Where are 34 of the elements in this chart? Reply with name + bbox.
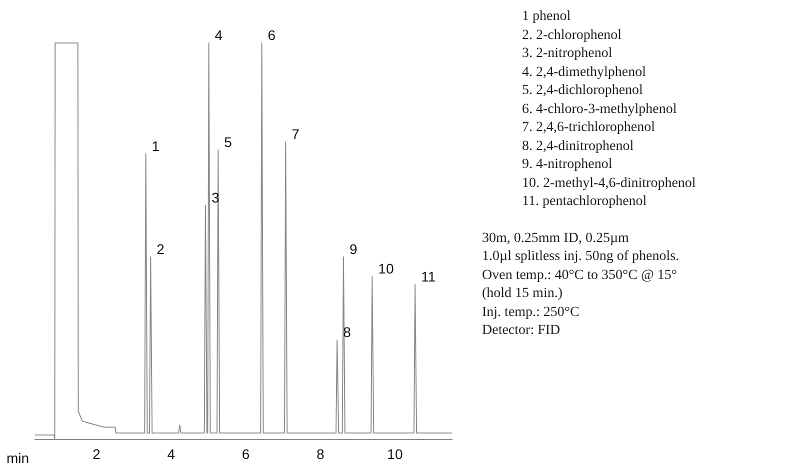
text: 8. 2,4-dinitrophenol <box>521 138 635 156</box>
text: Detector: FID <box>482 322 562 340</box>
text: 7. 2,4,6-trichlorophenol <box>521 119 656 137</box>
annotation: 6 <box>268 27 276 43</box>
annotation: 4 <box>214 27 223 43</box>
text: 1 phenol <box>521 8 572 26</box>
text: 9. 4-nitrophenol <box>521 156 614 174</box>
annotation: 2 <box>156 240 165 257</box>
text: Inj. temp.: 250°C <box>482 304 580 322</box>
text: 1.0µl splitless inj. 50ng of phenols. <box>482 248 680 266</box>
x-tick-label: 2 <box>92 446 101 462</box>
annotation: 9 <box>349 240 358 257</box>
x-tick-label: 6 <box>242 446 250 462</box>
text: 2. 2-chlorophenol <box>521 26 623 44</box>
text: 30m, 0.25mm ID, 0.25µm <box>482 230 630 248</box>
annotation: 10 <box>378 260 394 277</box>
text: 4. 2,4-dimethylphenol <box>521 64 648 82</box>
x-axis-title: min <box>6 450 29 465</box>
x-tick-label: 8 <box>316 446 324 462</box>
annotation: 5 <box>224 134 232 150</box>
annotation: 1 <box>152 138 160 154</box>
text: Oven temp.: 40°C to 350°C @ 15° <box>482 266 678 284</box>
text: 3. 2-nitrophenol <box>521 45 614 63</box>
x-tick-label: 10 <box>387 446 403 462</box>
text: 5. 2,4-dichlorophenol <box>521 82 644 100</box>
text: 10. 2-methyl-4,6-dinitrophenol <box>521 174 697 192</box>
annotation: 11 <box>421 268 436 285</box>
annotation: 7 <box>292 126 300 142</box>
annotation: 3 <box>211 189 220 206</box>
text: 6. 4-chloro-3-methylphenol <box>521 100 678 118</box>
text: 11. pentachlorophenol <box>521 193 648 211</box>
annotation: 8 <box>343 324 352 340</box>
text: (hold 15 min.) <box>482 285 564 303</box>
x-tick-label: 4 <box>167 446 176 462</box>
